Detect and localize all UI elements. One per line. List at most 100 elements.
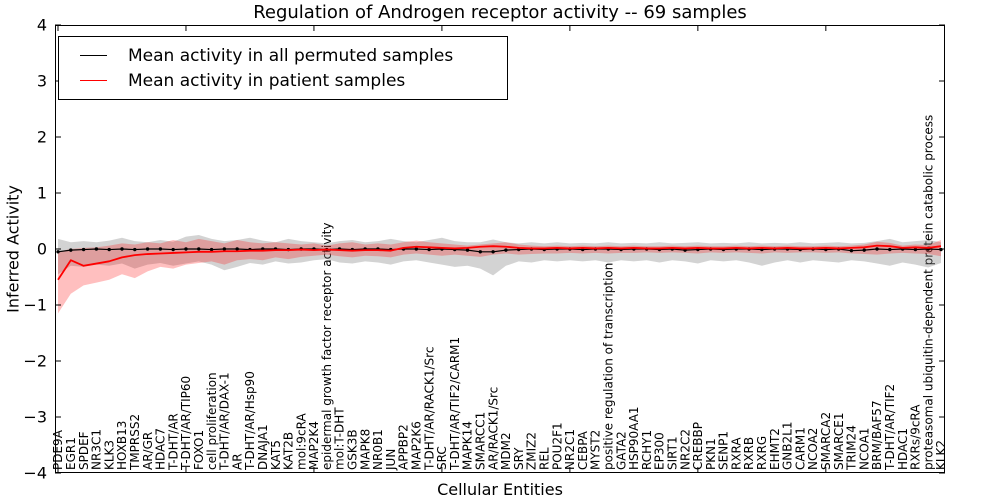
x-axis-label: Cellular Entities: [437, 480, 563, 499]
data-point-marker: [197, 247, 201, 251]
entity-label: CEBPA: [576, 430, 590, 470]
entity-label: DNAJA1: [256, 424, 270, 470]
data-point-marker: [491, 250, 495, 254]
entity-label: NCOA2: [806, 428, 820, 470]
y-tick-label: −3: [23, 408, 47, 427]
entity-label: MAPK8: [358, 429, 372, 470]
data-point-marker: [107, 247, 111, 252]
entity-label: EHMT2: [768, 428, 782, 470]
entity-label: HDAC7: [154, 428, 168, 470]
entity-label: T-DHT/AR: [166, 413, 180, 471]
y-tick-label: 3: [37, 72, 47, 91]
entity-label: MAP2K4: [307, 421, 321, 470]
y-tick-label: −4: [23, 464, 47, 483]
entity-label: SMARCA2: [819, 412, 833, 470]
data-point-marker: [69, 248, 73, 252]
entity-label: KLK2: [934, 440, 948, 470]
data-point-marker: [888, 247, 892, 252]
data-point-marker: [145, 247, 150, 251]
entity-label: MDM2: [499, 432, 513, 470]
entity-label: AR/RACK1/Src: [486, 387, 500, 470]
entity-label: GSK3B: [346, 429, 360, 470]
y-axis-label: Inferred Activity: [3, 185, 23, 313]
legend-label-permuted: Mean activity in all permuted samples: [128, 45, 454, 66]
entity-label: proteasomal ubiquitin-dependent protein …: [921, 115, 935, 470]
entity-label: T-DHT/AR/DAX-1: [218, 372, 232, 471]
entity-label: NR0B1: [371, 429, 385, 470]
permuted-band: [58, 235, 941, 276]
entity-label: CARM1: [793, 427, 807, 470]
data-point-marker: [875, 247, 879, 251]
chart-title: Regulation of Androgen receptor activity…: [253, 2, 747, 23]
y-tick-label: −2: [23, 352, 47, 371]
entity-label: mol:9cRA: [294, 413, 308, 470]
axis-ticks: [55, 24, 945, 474]
entity-label: T-DHT/AR/RACK1/Src: [422, 347, 436, 471]
entity-label: ZMIZ2: [525, 432, 539, 470]
entity-label: JUN: [384, 449, 398, 471]
entity-label: CREBBP: [691, 422, 705, 470]
data-point-marker: [133, 247, 137, 252]
entity-label: PDE9A: [51, 429, 65, 470]
entity-label: mol:T-DHT: [333, 407, 347, 470]
entity-label: KLK3: [102, 440, 116, 470]
entity-label: PKN1: [704, 438, 718, 470]
entity-label: GATA2: [614, 431, 628, 470]
entity-label: NR2C2: [678, 429, 692, 470]
data-point-marker: [94, 247, 99, 251]
data-point-marker: [849, 248, 854, 253]
entity-label: TMPRSS2: [128, 414, 142, 471]
entity-label: REL: [537, 447, 551, 470]
entity-label: BRM/BAF57: [870, 400, 884, 470]
legend-item-patient: Mean activity in patient samples: [59, 68, 495, 93]
entity-label: MAPK14: [461, 421, 475, 470]
entity-label: MYST2: [589, 430, 603, 470]
entity-label: RCHY1: [640, 430, 654, 470]
legend-line-red-icon: [80, 80, 107, 81]
legend-label-patient: Mean activity in patient samples: [128, 70, 406, 91]
entity-label: NCOA1: [857, 428, 871, 470]
entity-label: SIRT1: [665, 436, 679, 470]
entity-label: T-DHT/AR/TIF2: [883, 384, 897, 471]
entity-label: EP300: [653, 432, 667, 470]
data-point-marker: [209, 247, 214, 252]
entity-label: GNB2L1: [781, 422, 795, 470]
data-point-marker: [171, 247, 175, 252]
entity-label: RXRA: [729, 437, 743, 470]
patient-band: [58, 238, 941, 314]
entity-label: SRY: [512, 447, 526, 470]
entity-label: FOXO1: [192, 430, 206, 470]
patient-line: [57, 244, 942, 281]
entity-labels: PDE9AEGR1SPDEFNR3C1KLK3HOXB13TMPRSS2AR/G…: [51, 115, 948, 471]
entity-label: SMARCE1: [832, 412, 846, 470]
entity-label: EGR1: [64, 437, 78, 470]
data-point-marker: [222, 247, 227, 251]
data-point-marker: [939, 247, 943, 252]
entity-label: SPDEF: [77, 431, 91, 470]
entity-label: RXRB: [742, 437, 756, 470]
y-tick-label: 1: [37, 184, 47, 203]
entity-label: RXRs/9cRA: [909, 404, 923, 470]
data-point-marker: [158, 247, 163, 251]
y-tick-label: 2: [37, 128, 47, 147]
entity-label: SMARCC1: [474, 412, 488, 470]
data-point-marker: [913, 247, 918, 252]
entity-label: SENP1: [717, 431, 731, 470]
data-point-marker: [81, 247, 86, 252]
entity-label: positive regulation of transcription: [601, 263, 615, 470]
entity-label: NR2C1: [563, 429, 577, 470]
entity-label: HDAC1: [896, 428, 910, 470]
entity-label: HSP90AA1: [627, 406, 641, 470]
data-point-marker: [235, 247, 239, 251]
entity-label: epidermal growth factor receptor activit…: [320, 223, 334, 470]
data-point-marker: [862, 248, 866, 252]
entity-label: AR: [230, 453, 244, 470]
legend: Mean activity in all permuted samples Me…: [58, 36, 508, 100]
y-tick-labels: −4 −3 −2 −1 0 1 2 3 4: [23, 16, 47, 483]
entity-label: cell proliferation: [205, 372, 219, 470]
data-point-marker: [414, 247, 419, 251]
y-tick-label: 0: [37, 240, 47, 259]
entity-label: T-DHT/AR/TIF2/CARM1: [448, 337, 462, 471]
permuted-line: [57, 248, 942, 253]
